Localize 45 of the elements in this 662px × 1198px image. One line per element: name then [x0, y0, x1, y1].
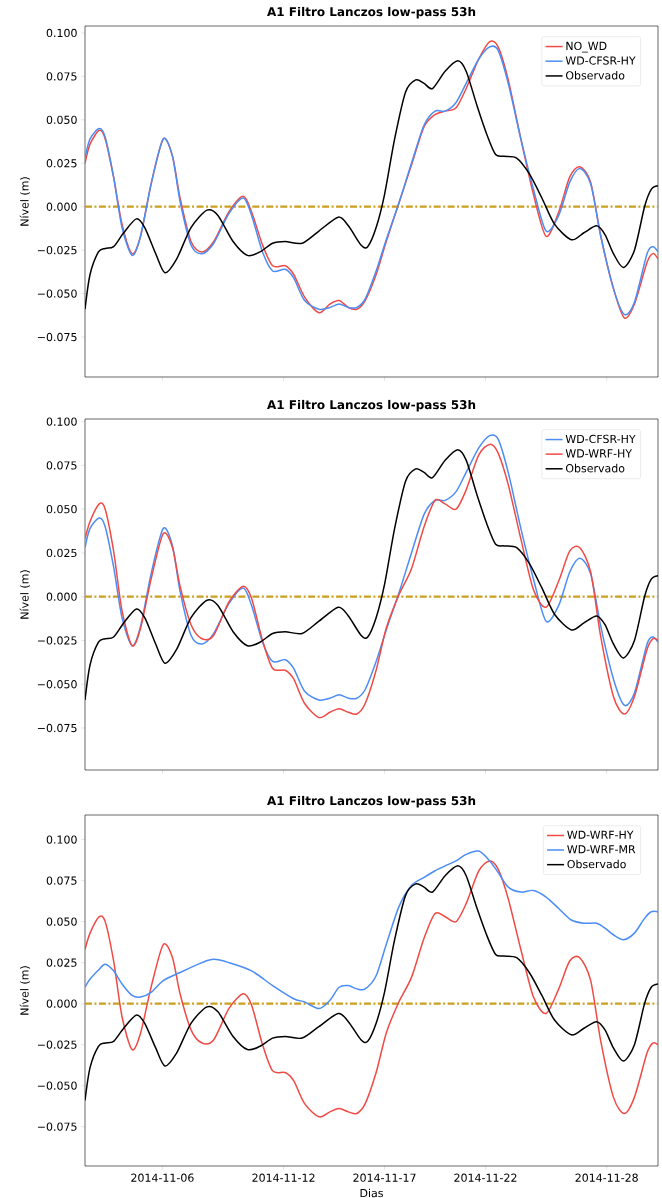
- x-tick-label: 2014-11-28: [575, 1173, 638, 1182]
- y-tick-label: −0.075: [37, 1122, 77, 1131]
- y-tick-label: 0.025: [46, 548, 77, 558]
- y-tick-label: 0.050: [46, 115, 77, 124]
- legend-label: Observado: [567, 859, 626, 869]
- chart-title: A1 Filtro Lanczos low-pass 53h: [267, 6, 476, 19]
- y-tick-label: −0.050: [37, 680, 77, 689]
- legend-label: Observado: [565, 463, 625, 473]
- x-tick-label: 2014-11-06: [131, 1173, 194, 1182]
- y-tick-label: −0.075: [37, 332, 77, 342]
- y-axis-title: Nível (m): [19, 966, 30, 1015]
- chart-title: A1 Filtro Lanczos low-pass 53h: [267, 795, 476, 808]
- y-axis-title: Nível (m): [19, 570, 30, 619]
- y-tick-label: −0.025: [37, 245, 77, 255]
- legend-label: WD-CFSR-HY: [565, 56, 636, 65]
- y-axis-title: Nível (m): [19, 177, 30, 226]
- y-tick-label: −0.025: [37, 636, 77, 645]
- legend-label: WD-CFSR-HY: [565, 434, 636, 444]
- y-tick-label: −0.025: [37, 1040, 77, 1049]
- legend-label: WD-WRF-HY: [567, 830, 634, 839]
- y-tick-label: 0.075: [46, 461, 77, 470]
- legend-label: WD-WRF-MR: [567, 845, 636, 854]
- x-tick-label: 2014-11-12: [252, 1173, 315, 1182]
- y-tick-label: −0.050: [37, 1081, 77, 1090]
- x-axis-title: Dias: [360, 1188, 383, 1198]
- y-tick-label: 0.050: [46, 505, 77, 514]
- y-tick-label: −0.075: [37, 723, 77, 733]
- y-tick-label: 0.000: [46, 999, 77, 1008]
- x-tick-label: 2014-11-17: [353, 1173, 416, 1182]
- y-tick-label: 0.000: [46, 202, 77, 211]
- y-tick-label: 0.025: [46, 958, 77, 967]
- legend-label: NO_WD: [566, 41, 607, 53]
- y-tick-label: 0.100: [46, 835, 77, 844]
- y-tick-label: 0.075: [46, 72, 77, 81]
- y-tick-label: 0.100: [46, 417, 77, 426]
- x-tick-label: 2014-11-22: [454, 1173, 517, 1182]
- chart-title: A1 Filtro Lanczos low-pass 53h: [267, 399, 476, 412]
- legend-label: Observado: [565, 71, 625, 80]
- y-tick-label: 0.025: [46, 159, 77, 168]
- y-tick-label: −0.050: [37, 289, 77, 298]
- y-tick-label: 0.100: [46, 28, 77, 38]
- y-tick-label: 0.050: [46, 917, 77, 926]
- y-tick-label: 0.075: [46, 876, 77, 885]
- y-tick-label: 0.000: [46, 592, 77, 601]
- legend-label: WD-WRF-HY: [565, 449, 633, 458]
